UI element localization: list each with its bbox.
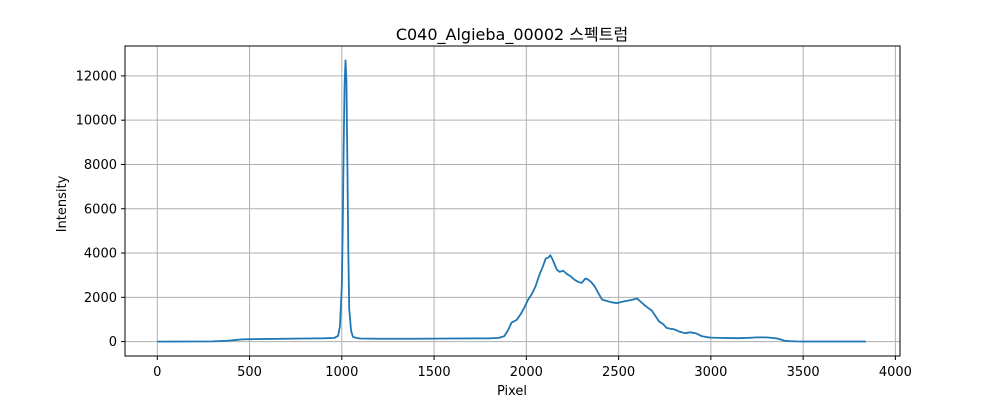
y-tick-label: 2000 — [84, 291, 117, 306]
series-lines — [157, 59, 866, 343]
plot-frame — [124, 45, 901, 357]
x-tick-label: 3000 — [694, 365, 727, 380]
x-axis-label: Pixel — [497, 384, 527, 399]
x-tick-label: 2000 — [510, 365, 543, 380]
y-tick-label: 12000 — [76, 69, 117, 84]
y-tick-label: 4000 — [84, 247, 117, 262]
x-axis: 0 500 1000 1500 2000 2500 3000 3500 4000 — [153, 356, 912, 380]
x-tick-label: 1500 — [418, 365, 451, 380]
x-tick-label: 3500 — [787, 365, 820, 380]
y-axis: 0 2000 4000 6000 8000 10000 12000 — [76, 69, 125, 350]
y-tick-label: 0 — [109, 335, 117, 350]
x-tick-label: 1000 — [325, 365, 358, 380]
x-tick-label: 4000 — [879, 365, 912, 380]
chart-title: C040_Algieba_00002 스펙트럼 — [396, 25, 628, 45]
spectrum-line — [157, 59, 866, 343]
y-axis-label: Intensity — [55, 175, 70, 232]
grid-lines — [125, 46, 900, 356]
y-tick-label: 10000 — [76, 114, 117, 129]
x-tick-label: 0 — [153, 365, 161, 380]
x-tick-label: 2500 — [602, 365, 635, 380]
y-tick-label: 6000 — [84, 202, 117, 217]
y-tick-label: 8000 — [84, 158, 117, 173]
x-tick-label: 500 — [237, 365, 262, 380]
